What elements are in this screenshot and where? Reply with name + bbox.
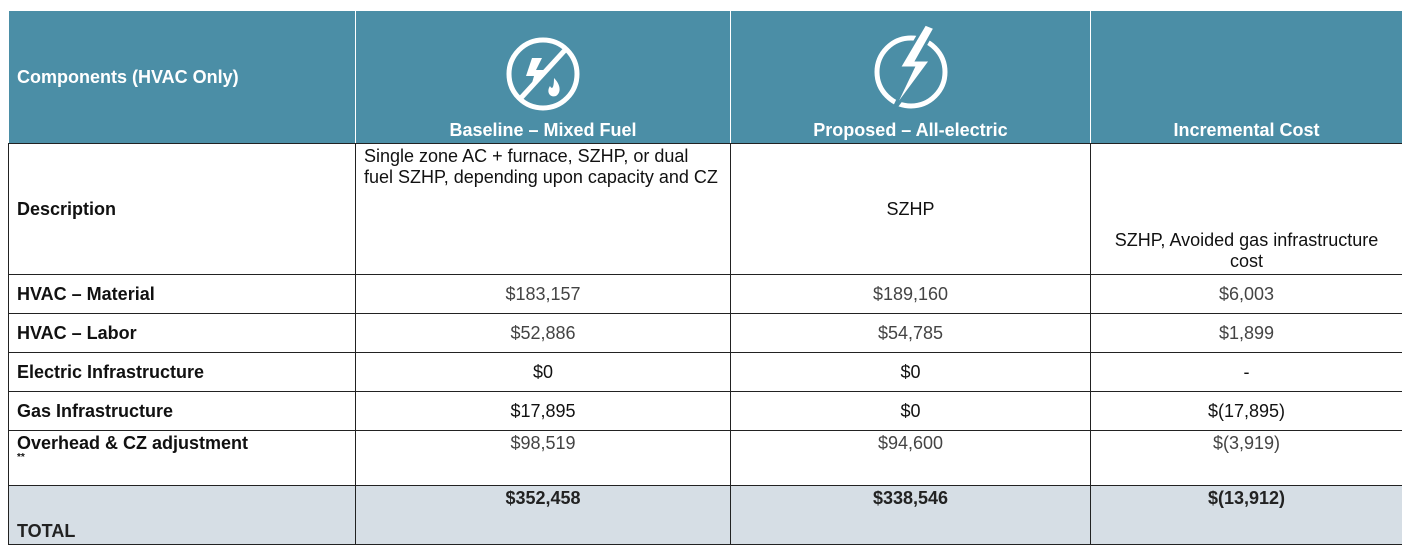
- table-cell: $189,160: [730, 274, 1091, 314]
- table-cell: $338,546: [730, 485, 1091, 545]
- table-row: HVAC – Labor $52,886 $54,785 $1,899: [8, 313, 1402, 353]
- electric-icon: [874, 24, 947, 114]
- table-cell: $6,003: [1090, 274, 1402, 314]
- row-label-text: HVAC – Material: [17, 283, 155, 304]
- table-cell: $0: [355, 352, 731, 392]
- mixed-fuel-icon: [506, 37, 580, 111]
- row-label-text: Electric Infrastructure: [17, 361, 205, 382]
- table-cell: $352,458: [355, 485, 731, 545]
- row-label: Overhead & CZ adjustment **: [8, 430, 356, 486]
- header-cell: Proposed – All-electric: [730, 10, 1091, 144]
- header-cell: Baseline – Mixed Fuel: [355, 10, 731, 144]
- cost-table: Components (HVAC Only) Baseline – Mixed …: [8, 10, 1402, 545]
- table-body: Description Single zone AC + furnace, SZH…: [8, 143, 1402, 545]
- table-cell: $(3,919): [1090, 430, 1402, 486]
- table-row: Electric Infrastructure $0 $0-: [8, 352, 1402, 392]
- row-label-text: HVAC – Labor: [17, 322, 137, 343]
- table-cell: Single zone AC + furnace, SZHP, or dual …: [355, 143, 731, 275]
- row-label-text: Overhead & CZ adjustment: [17, 433, 249, 453]
- header-text: Baseline – Mixed Fuel: [449, 120, 637, 140]
- header-row: Components (HVAC Only) Baseline – Mixed …: [8, 10, 1402, 144]
- table-row: TOTAL $352,458 $338,546 $(13,912): [8, 485, 1402, 545]
- header-cell: Components (HVAC Only): [8, 10, 356, 144]
- table-cell: SZHP: [730, 143, 1091, 275]
- table-cell: $17,895: [355, 391, 731, 431]
- table-cell: $(17,895): [1090, 391, 1402, 431]
- row-label: Gas Infrastructure: [8, 391, 356, 431]
- table-cell: $54,785: [730, 313, 1091, 353]
- table-cell: $0: [730, 391, 1091, 431]
- table-cell: -: [1090, 352, 1402, 392]
- table-row: HVAC – Material $183,157 $189,160 $6,003: [8, 274, 1402, 314]
- table-cell: SZHP, Avoided gas infrastructure cost: [1090, 143, 1402, 275]
- row-label: Description: [8, 143, 356, 275]
- row-label: Electric Infrastructure: [8, 352, 356, 392]
- header-cell: Incremental Cost: [1090, 10, 1402, 144]
- table-cell: $98,519: [355, 430, 731, 486]
- row-label-text: TOTAL: [17, 521, 76, 541]
- table-cell: $94,600: [730, 430, 1091, 486]
- table-cell: $(13,912): [1090, 485, 1402, 545]
- footnote-mark: **: [17, 452, 25, 463]
- table-wrap: Components (HVAC Only) Baseline – Mixed …: [8, 10, 1402, 545]
- row-label: TOTAL: [8, 485, 356, 545]
- table-cell: $52,886: [355, 313, 731, 353]
- row-label-text: Description: [17, 198, 117, 219]
- row-label-text: Gas Infrastructure: [17, 400, 174, 421]
- row-label: HVAC – Material: [8, 274, 356, 314]
- table-cell: $183,157: [355, 274, 731, 314]
- header-text: Proposed – All-electric: [813, 120, 1008, 140]
- table-cell: $0: [730, 352, 1091, 392]
- table-cell: $1,899: [1090, 313, 1402, 353]
- row-label: HVAC – Labor: [8, 313, 356, 353]
- table-row: Description Single zone AC + furnace, SZH…: [8, 143, 1402, 275]
- table-row: Overhead & CZ adjustment ** $98,519 $94,600…: [8, 430, 1402, 486]
- table-row: Gas Infrastructure $17,895 $0 $(17,895): [8, 391, 1402, 431]
